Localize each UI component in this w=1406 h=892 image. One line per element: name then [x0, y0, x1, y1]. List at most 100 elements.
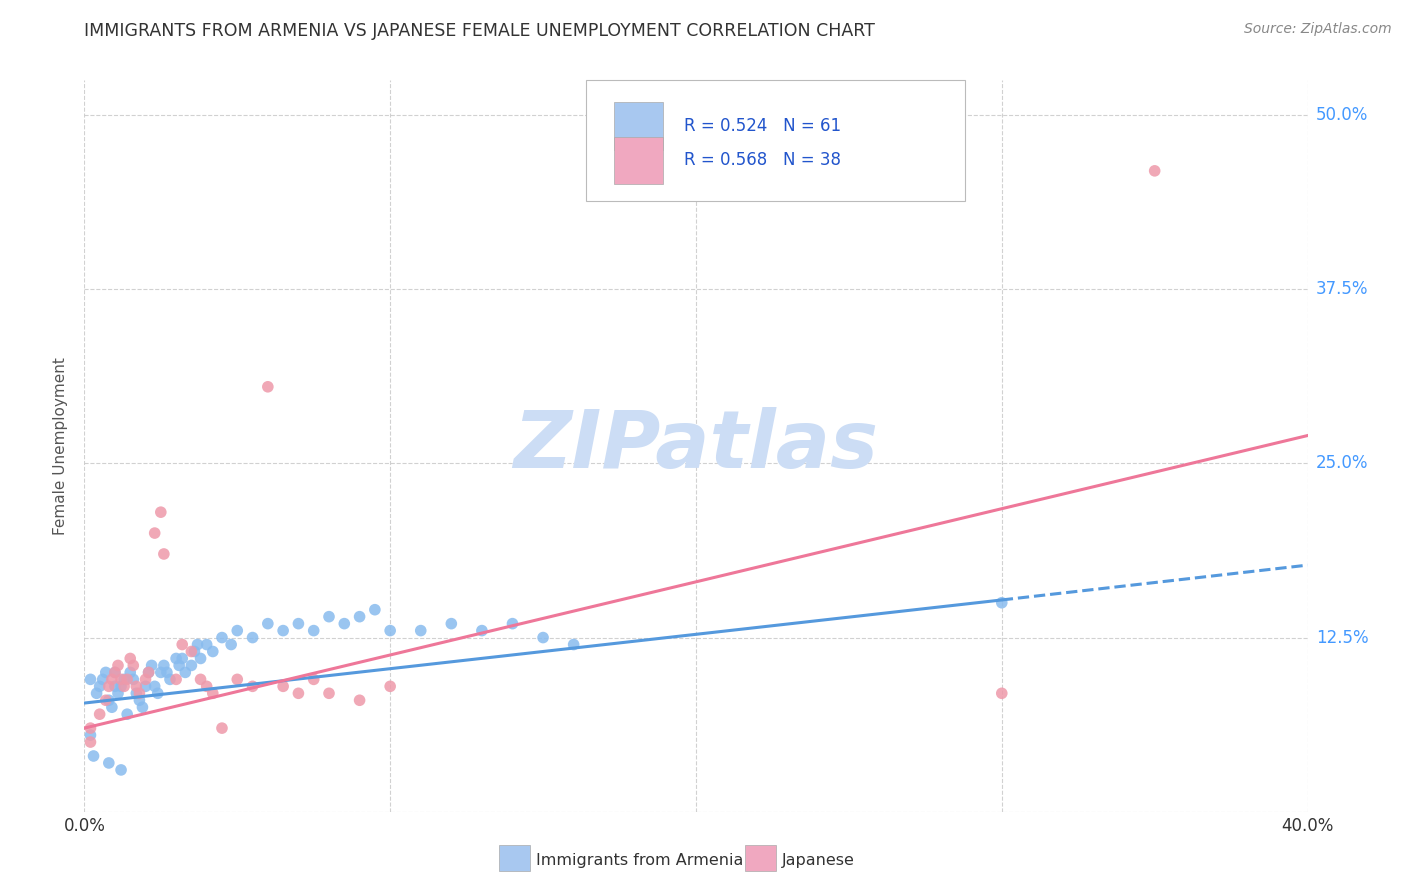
Point [287, 686, 309, 700]
Point [201, 644, 224, 658]
Text: Japanese: Japanese [782, 854, 855, 868]
Text: 12.5%: 12.5% [1316, 629, 1368, 647]
Point [143, 679, 166, 693]
Point [271, 679, 294, 693]
FancyBboxPatch shape [586, 80, 965, 201]
Point [183, 644, 205, 658]
Point [122, 673, 145, 687]
Point [149, 505, 172, 519]
Point [190, 651, 212, 665]
Point [79, 735, 101, 749]
Point [242, 679, 264, 693]
Point [302, 673, 325, 687]
Point [115, 707, 138, 722]
Point [409, 624, 432, 638]
Point [94, 693, 117, 707]
Point [364, 603, 387, 617]
Point [138, 665, 160, 680]
Point [226, 673, 249, 687]
Point [110, 679, 132, 693]
Point [531, 631, 554, 645]
Point [112, 679, 135, 693]
Text: R = 0.568   N = 38: R = 0.568 N = 38 [683, 152, 841, 169]
Point [101, 673, 124, 687]
Point [201, 686, 224, 700]
Point [122, 658, 145, 673]
Point [149, 665, 172, 680]
Point [141, 658, 163, 673]
Point [440, 616, 463, 631]
Point [135, 673, 157, 687]
Point [380, 624, 402, 638]
Point [156, 665, 179, 680]
Point [257, 380, 280, 394]
Point [79, 728, 101, 742]
Point [153, 547, 176, 561]
Point [89, 679, 111, 693]
Point [159, 673, 181, 687]
Text: Source: ZipAtlas.com: Source: ZipAtlas.com [1244, 22, 1392, 37]
Point [79, 673, 101, 687]
Point [97, 756, 120, 770]
Point [562, 638, 585, 652]
Point [167, 658, 190, 673]
Point [97, 679, 120, 693]
Point [226, 624, 249, 638]
Point [165, 651, 187, 665]
Point [79, 721, 101, 735]
Point [146, 686, 169, 700]
Point [172, 638, 194, 652]
Point [333, 616, 356, 631]
Point [471, 624, 494, 638]
Point [186, 638, 208, 652]
Text: 50.0%: 50.0% [1316, 106, 1368, 124]
Point [991, 686, 1014, 700]
Point [120, 665, 142, 680]
Point [107, 658, 129, 673]
Point [135, 679, 157, 693]
Point [125, 686, 148, 700]
Point [318, 609, 340, 624]
Point [257, 616, 280, 631]
Text: 25.0%: 25.0% [1316, 454, 1368, 473]
Point [380, 679, 402, 693]
Point [190, 673, 212, 687]
Point [83, 749, 105, 764]
Point [125, 679, 148, 693]
Point [349, 609, 371, 624]
Point [101, 700, 124, 714]
Point [349, 693, 371, 707]
Point [180, 644, 202, 658]
Point [195, 638, 218, 652]
FancyBboxPatch shape [614, 136, 664, 184]
Point [120, 651, 142, 665]
Y-axis label: Female Unemployment: Female Unemployment [53, 357, 69, 535]
Point [502, 616, 524, 631]
Point [153, 658, 176, 673]
Text: IMMIGRANTS FROM ARMENIA VS JAPANESE FEMALE UNEMPLOYMENT CORRELATION CHART: IMMIGRANTS FROM ARMENIA VS JAPANESE FEMA… [84, 22, 875, 40]
Point [174, 665, 197, 680]
Point [89, 707, 111, 722]
Text: 37.5%: 37.5% [1316, 280, 1368, 298]
Point [287, 616, 309, 631]
Point [110, 763, 132, 777]
Text: ZIPatlas: ZIPatlas [513, 407, 879, 485]
Point [94, 665, 117, 680]
Point [165, 673, 187, 687]
Point [211, 721, 233, 735]
Point [172, 651, 194, 665]
Point [110, 673, 132, 687]
Point [128, 686, 150, 700]
Point [115, 673, 138, 687]
Point [318, 686, 340, 700]
Point [104, 665, 127, 680]
Point [91, 673, 114, 687]
Point [104, 679, 127, 693]
Point [107, 686, 129, 700]
Point [138, 665, 160, 680]
Point [86, 686, 108, 700]
Point [242, 631, 264, 645]
Point [195, 679, 218, 693]
Point [219, 638, 242, 652]
FancyBboxPatch shape [614, 103, 664, 150]
